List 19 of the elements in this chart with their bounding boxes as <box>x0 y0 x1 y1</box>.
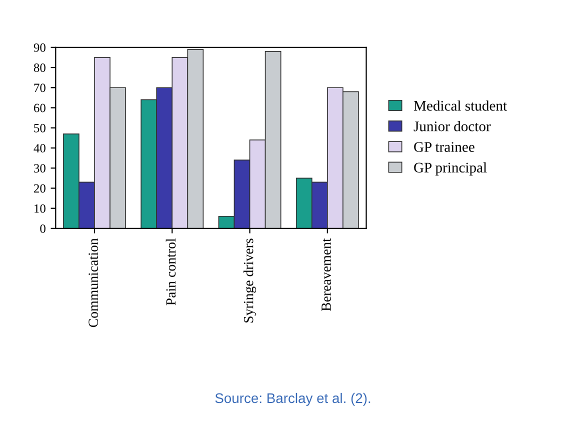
y-tick-label: 10 <box>34 204 46 213</box>
y-tick-label: 0 <box>40 224 46 233</box>
legend-label: GP trainee <box>414 142 474 152</box>
y-tick-label: 70 <box>34 84 46 92</box>
x-tick-label: Bereavement <box>322 238 331 312</box>
legend-label: GP principal <box>414 162 487 176</box>
x-tick-label: Pain control <box>166 238 176 306</box>
y-tick-label: 40 <box>34 144 46 152</box>
x-tick-label: Syringe drivers <box>243 238 256 322</box>
legend-label: Medical student <box>414 100 507 111</box>
y-tick-label: 80 <box>34 64 46 72</box>
y-tick-label: 50 <box>34 124 46 132</box>
legend-label: Junior doctor <box>414 121 491 132</box>
x-tick-label: Communication <box>88 238 98 328</box>
y-tick-label: 20 <box>34 184 46 193</box>
source-note: Source: Barclay et al. (2). <box>215 392 370 406</box>
y-tick-label: 90 <box>34 43 46 52</box>
y-tick-label: 30 <box>34 164 46 173</box>
y-tick-label: 60 <box>34 104 46 112</box>
